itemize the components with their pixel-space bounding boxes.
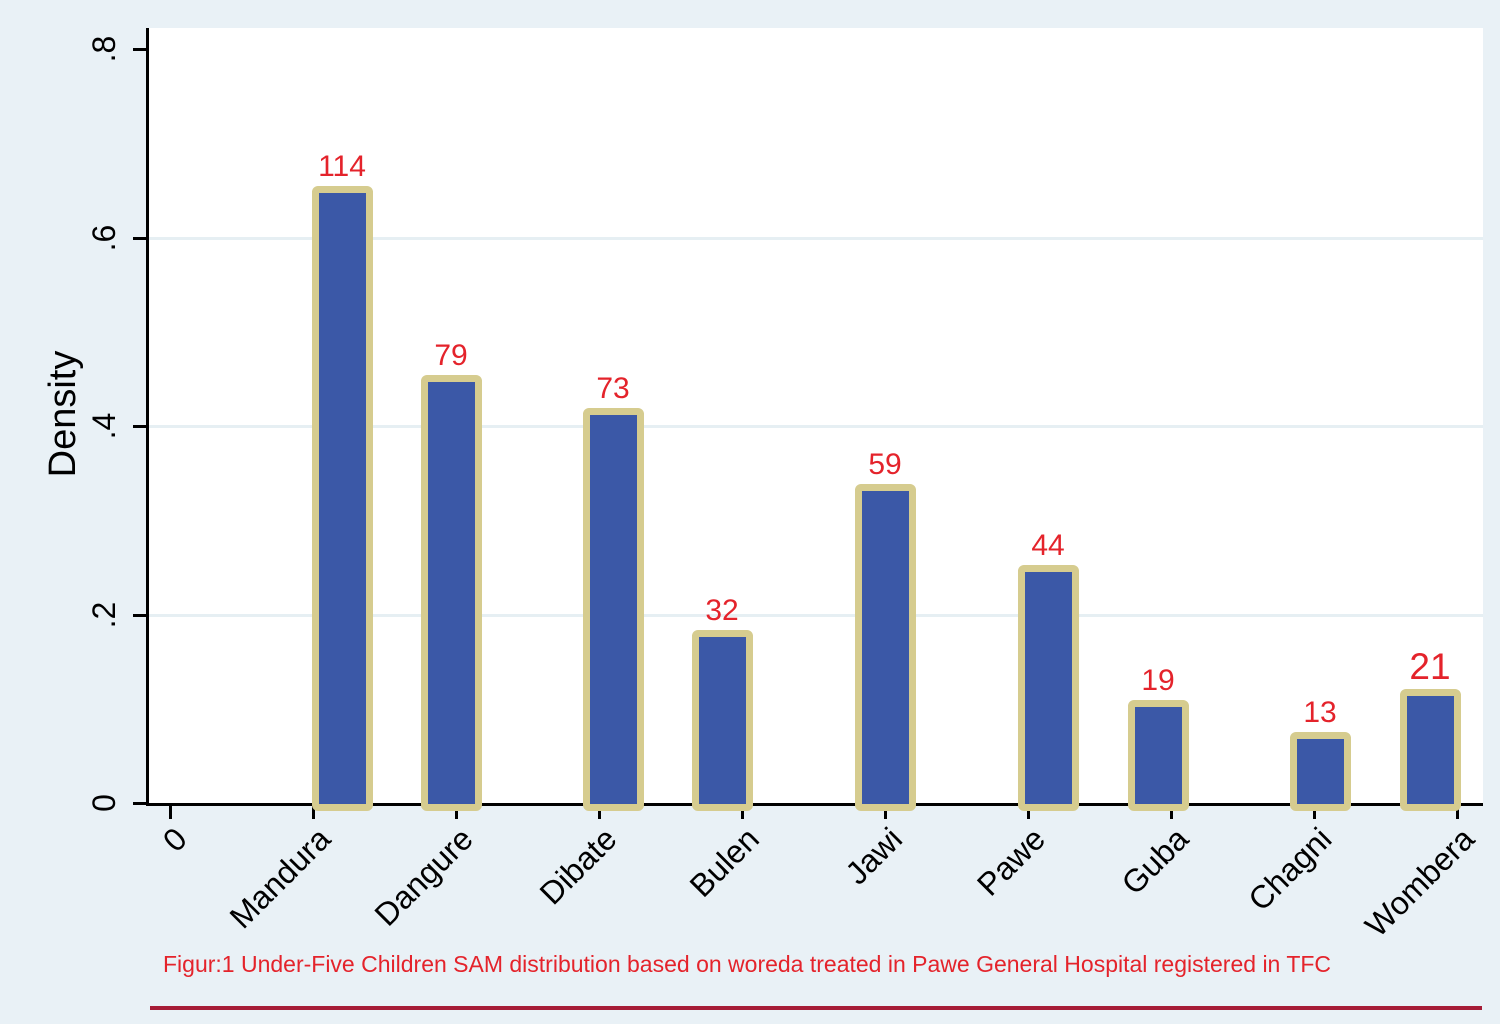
bar-jawi <box>854 484 916 811</box>
x-tick-label: 0 <box>156 820 195 859</box>
y-tick-mark <box>133 236 147 240</box>
x-tick-label: Guba <box>1114 820 1196 902</box>
y-tick-label: .2 <box>86 601 122 628</box>
x-tick-label: Jawi <box>838 820 910 892</box>
bar-count-label-chagni: 13 <box>1303 696 1337 729</box>
bar-mandura <box>311 186 373 811</box>
x-tick-mark <box>455 806 458 819</box>
bar-count-label-dangure: 79 <box>434 339 468 372</box>
bar-count-label-jawi: 59 <box>868 448 902 481</box>
x-tick-mark <box>1027 806 1030 819</box>
bar-count-label-mandura: 114 <box>318 150 366 183</box>
x-tick-mark <box>312 806 315 819</box>
x-axis-line <box>146 803 1483 806</box>
y-tick-mark <box>133 613 147 617</box>
x-tick-mark <box>884 806 887 819</box>
bar-guba <box>1127 700 1189 811</box>
x-tick-mark <box>741 806 744 819</box>
bar-count-label-pawe: 44 <box>1031 529 1065 562</box>
y-tick-label: 0 <box>86 794 122 812</box>
bottom-rule-line <box>150 1006 1482 1010</box>
bar-count-label-wombera: 21 <box>1409 646 1451 687</box>
bar-count-label-dibate: 73 <box>596 372 630 405</box>
x-tick-label: Dibate <box>532 820 624 912</box>
x-tick-mark <box>169 806 172 819</box>
bar-chagni <box>1289 732 1351 811</box>
gridline-0.2 <box>149 613 1483 617</box>
y-tick-label: .4 <box>86 412 122 440</box>
x-tick-label: Bulen <box>682 820 767 904</box>
x-tick-label: Pawe <box>969 820 1053 903</box>
y-axis-title: Density <box>42 350 84 478</box>
gridline-0.4 <box>149 425 1483 429</box>
bar-dangure <box>420 375 482 811</box>
x-tick-label: Wombera <box>1357 820 1482 944</box>
x-tick-label: Mandura <box>222 820 338 936</box>
x-tick-label: Chagni <box>1240 820 1339 918</box>
y-tick-label: .6 <box>86 224 122 252</box>
bar-dibate <box>582 408 644 811</box>
x-tick-label: Dangure <box>367 820 481 933</box>
bar-count-label-bulen: 32 <box>705 594 739 627</box>
bar-count-label-guba: 19 <box>1141 664 1175 697</box>
y-tick-mark <box>133 802 147 805</box>
x-tick-mark <box>1313 806 1316 819</box>
bar-pawe <box>1017 565 1079 811</box>
x-tick-mark <box>1456 806 1459 819</box>
bar-bulen <box>691 630 753 811</box>
y-axis-line <box>146 28 149 806</box>
y-tick-mark <box>133 425 147 429</box>
x-tick-mark <box>1170 806 1173 819</box>
figure-caption: Figur:1 Under-Five Children SAM distribu… <box>163 951 1332 977</box>
y-tick-mark <box>133 48 147 52</box>
x-tick-mark <box>598 806 601 819</box>
bar-wombera <box>1399 689 1461 811</box>
gridline-0.6 <box>149 236 1483 240</box>
y-tick-label: .8 <box>86 36 122 63</box>
